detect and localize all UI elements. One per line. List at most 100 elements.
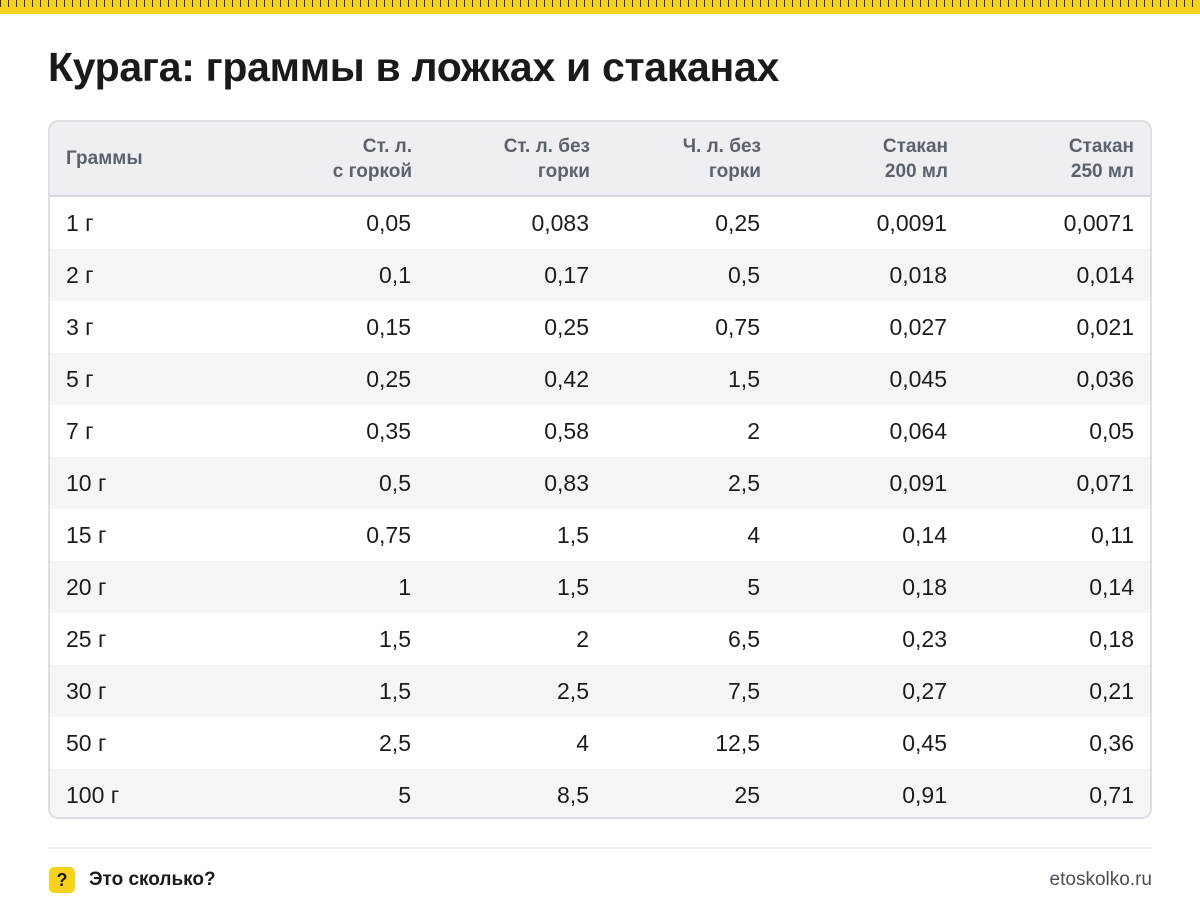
- table-cell: 0,14: [948, 561, 1150, 613]
- table-row: 15 г 0,75 1,5 4 0,14 0,11: [50, 509, 1150, 561]
- row-grams-cell: 2 г: [50, 249, 240, 301]
- row-grams-cell: 5 г: [50, 353, 240, 405]
- table-cell: 0,18: [1089, 625, 1134, 652]
- table-row: 2 г 0,1 0,17 0,5 0,018 0,014: [50, 249, 1150, 301]
- table-cell: 0,75: [715, 313, 760, 340]
- column-header-tbsp-level: Ст. л. без горки: [412, 122, 590, 197]
- column-header-glass-200: Стакан 200 мл: [761, 122, 948, 197]
- table-cell: 2,5: [379, 729, 411, 756]
- table-cell: 0,071: [948, 457, 1150, 509]
- table-cell: 0,75: [366, 521, 411, 548]
- table-cell: 0,23: [902, 625, 947, 652]
- table-cell: 0,11: [1090, 521, 1134, 548]
- table-cell: 0,42: [412, 353, 590, 405]
- page-title: Курага: граммы в ложках и стаканах: [48, 44, 780, 90]
- table-cell: 0,83: [412, 457, 590, 509]
- table-cell: 2,5: [590, 457, 761, 509]
- table-cell: 1,5: [412, 561, 590, 613]
- footer-brand: Это сколько?: [89, 869, 216, 890]
- table-cell: 4: [747, 521, 760, 548]
- table-cell: 7,5: [590, 665, 761, 717]
- table-cell: 6,5: [728, 625, 760, 652]
- row-grams-cell: 1 г: [66, 209, 94, 236]
- row-grams-cell: 7 г: [66, 417, 94, 444]
- table-cell: 0,17: [412, 249, 590, 301]
- table-cell: 1: [240, 561, 412, 613]
- table-cell: 0,021: [1076, 313, 1134, 340]
- table-cell: 0,25: [544, 313, 589, 340]
- table-cell: 2: [747, 417, 760, 444]
- table-cell: 0,21: [948, 665, 1150, 717]
- table-cell: 0,5: [590, 249, 761, 301]
- table-cell: 0,5: [240, 457, 412, 509]
- footer-site-link[interactable]: etoskolko.ru: [1049, 869, 1152, 890]
- table-cell: 0,036: [948, 353, 1150, 405]
- table-cell: 0,091: [761, 457, 948, 509]
- table-cell: 2,5: [412, 665, 590, 717]
- table-cell: 1,5: [557, 521, 589, 548]
- table-cell: 0,05: [366, 209, 411, 236]
- table-cell: 0,0071: [1063, 209, 1134, 236]
- table-cell: 0,045: [761, 353, 948, 405]
- table-body: 1 г 0,05 0,083 0,25 0,0091 0,0071 2 г 0,1 0,17 0,…: [50, 196, 1150, 817]
- table-cell: 8,5: [412, 769, 590, 817]
- table-row: 1 г 0,05 0,083 0,25 0,0091 0,0071: [50, 196, 1150, 249]
- table-cell: 0,027: [889, 313, 947, 340]
- table-row: 5 г 0,25 0,42 1,5 0,045 0,036: [50, 353, 1150, 405]
- column-header-tbsp-heaped: Ст. л. с горкой: [240, 122, 412, 197]
- table-cell: 5: [240, 769, 412, 817]
- table-cell: 1,5: [590, 353, 761, 405]
- column-header-glass-250: Стакан 250 мл: [948, 122, 1150, 197]
- table-cell: 25: [590, 769, 761, 817]
- table-cell: 0,91: [761, 769, 948, 817]
- row-grams-cell: 100 г: [50, 769, 240, 817]
- table-row: 25 г 1,5 2 6,5 0,23 0,18: [50, 613, 1150, 665]
- table-cell: 0,25: [240, 353, 412, 405]
- conversion-table: Граммы Ст. л. с горкой Ст. л. без горки Ч.…: [48, 120, 1152, 819]
- table-cell: 0,14: [902, 521, 947, 548]
- conversion-table-grid: Граммы Ст. л. с горкой Ст. л. без горки Ч.…: [50, 122, 1150, 817]
- row-grams-cell: 50 г: [66, 729, 107, 756]
- table-cell: 0,064: [889, 417, 947, 444]
- table-cell: 12,5: [715, 729, 760, 756]
- table-row: 10 г 0,5 0,83 2,5 0,091 0,071: [50, 457, 1150, 509]
- table-cell: 0,71: [948, 769, 1150, 817]
- row-grams-cell: 25 г: [66, 625, 107, 652]
- table-cell: 0,0091: [876, 209, 947, 236]
- table-cell: 0,014: [948, 249, 1150, 301]
- table-cell: 0,58: [544, 417, 589, 444]
- table-cell: 0,45: [902, 729, 947, 756]
- table-row: 3 г 0,15 0,25 0,75 0,027 0,021: [50, 301, 1150, 353]
- footer-divider: [48, 847, 1152, 849]
- table-cell: 1,5: [379, 625, 411, 652]
- table-cell: 0,1: [240, 249, 412, 301]
- table-row: 100 г 5 8,5 25 0,91 0,71: [50, 769, 1150, 817]
- table-cell: 2: [576, 625, 589, 652]
- row-grams-cell: 10 г: [50, 457, 240, 509]
- table-row: 50 г 2,5 4 12,5 0,45 0,36: [50, 717, 1150, 769]
- row-grams-cell: 15 г: [66, 521, 107, 548]
- table-cell: 0,27: [761, 665, 948, 717]
- table-cell: 0,25: [715, 209, 760, 236]
- table-cell: 1,5: [240, 665, 412, 717]
- table-row: 30 г 1,5 2,5 7,5 0,27 0,21: [50, 665, 1150, 717]
- table-cell: 0,018: [761, 249, 948, 301]
- table-cell: 0,18: [761, 561, 948, 613]
- table-cell: 0,05: [1089, 417, 1134, 444]
- table-cell: 0,35: [366, 417, 411, 444]
- row-grams-cell: 30 г: [50, 665, 240, 717]
- table-cell: 0,15: [366, 313, 411, 340]
- column-header-tsp-level: Ч. л. без горки: [590, 122, 761, 197]
- row-grams-cell: 20 г: [50, 561, 240, 613]
- column-header-grams: Граммы: [50, 122, 240, 197]
- row-grams-cell: 3 г: [66, 313, 94, 340]
- table-cell: 0,36: [1089, 729, 1134, 756]
- table-header-row: Граммы Ст. л. с горкой Ст. л. без горки Ч.…: [50, 122, 1150, 197]
- table-cell: 5: [590, 561, 761, 613]
- table-cell: 0,083: [531, 209, 589, 236]
- table-cell: 4: [576, 729, 589, 756]
- ruler-decoration: [0, 0, 1200, 14]
- table-row: 7 г 0,35 0,58 2 0,064 0,05: [50, 405, 1150, 457]
- table-row: 20 г 1 1,5 5 0,18 0,14: [50, 561, 1150, 613]
- question-mark-icon: ?: [49, 867, 75, 893]
